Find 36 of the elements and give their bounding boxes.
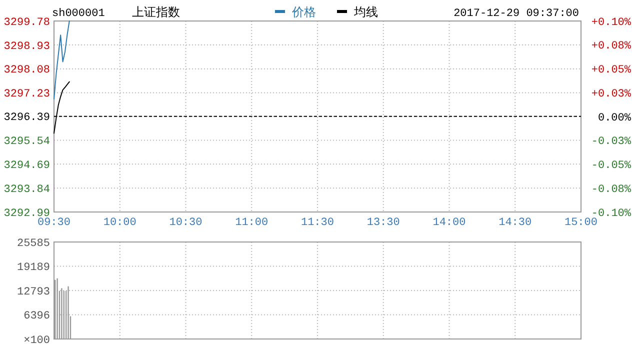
y-tick-label: 25585 (16, 238, 50, 250)
y-tick-label: 3295.54 (4, 136, 50, 148)
y2-tick-label: -0.08% (591, 184, 632, 196)
y-tick-label: 6396 (24, 310, 50, 323)
legend-label: 均线 (353, 5, 378, 19)
x-tick-label: 15:00 (564, 217, 598, 229)
x-tick-label: 10:00 (103, 217, 136, 229)
x-tick-label: 11:00 (235, 217, 268, 229)
y-axis-title: ×100 (24, 334, 50, 347)
y-tick-label: 3293.84 (4, 184, 50, 196)
y2-tick-label: 0.00% (598, 112, 632, 124)
x-tick-label: 10:30 (169, 217, 202, 229)
y-tick-label: 3298.93 (4, 40, 50, 53)
y-tick-label: 12793 (16, 286, 50, 298)
y-tick-label: 3297.23 (4, 88, 50, 101)
x-tick-label: 14:00 (432, 217, 466, 229)
y-tick-label: 19189 (16, 262, 50, 274)
chart-subtitle: sh000001 (52, 8, 106, 20)
y-tick-label: 3298.08 (4, 64, 50, 77)
x-tick-label: 14:30 (498, 217, 532, 229)
y2-tick-label: +0.08% (591, 40, 632, 53)
y2-tick-label: +0.03% (591, 88, 632, 100)
y2-tick-label: -0.03% (591, 136, 632, 148)
text: 2017-12-29 09:37:00 (454, 8, 579, 20)
chart-title: 上证指数 (132, 5, 180, 19)
x-tick-label: 09:30 (37, 217, 71, 229)
x-tick-label: 11:30 (300, 217, 334, 229)
y2-tick-label: +0.05% (591, 64, 632, 77)
x-tick-label: 13:30 (366, 217, 400, 229)
line-series (54, 20, 70, 100)
y-tick-label: 3296.39 (4, 112, 50, 124)
y-tick-label: 3294.69 (4, 160, 50, 172)
legend-label: 价格 (291, 5, 316, 19)
y2-tick-label: -0.05% (591, 160, 632, 172)
y2-tick-label: +0.10% (591, 16, 632, 29)
y-tick-label: 3299.78 (4, 16, 50, 29)
